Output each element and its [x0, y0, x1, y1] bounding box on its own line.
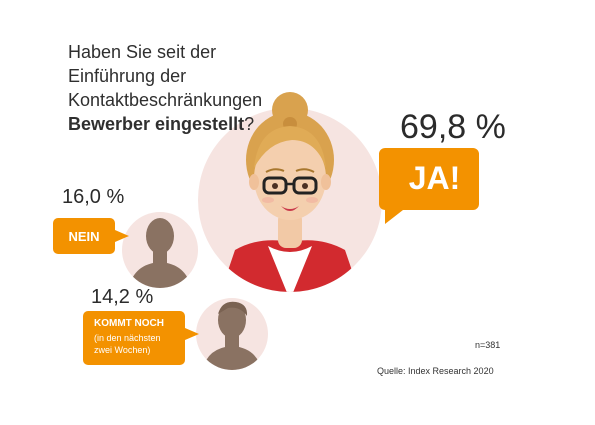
soon-sublabel-line-2: zwei Wochen)	[94, 345, 151, 355]
soon-sublabel-line-1: (in den nächsten	[94, 333, 161, 343]
soon-bubble	[83, 311, 199, 365]
soon-label: KOMMT NOCH	[94, 318, 164, 329]
question-line-4: Bewerber eingestellt?	[68, 112, 328, 136]
question-line-3: Kontaktbeschränkungen	[68, 90, 263, 110]
question-bold-part: Bewerber eingestellt	[68, 114, 245, 134]
no-percentage: 16,0 %	[62, 186, 125, 208]
no-bubble	[53, 218, 129, 254]
question-mark: ?	[244, 114, 255, 134]
no-label: NEIN	[68, 229, 100, 244]
source-note: Quelle: Index Research 2020	[377, 366, 494, 376]
yes-bubble	[379, 148, 479, 224]
yes-percentage: 69,8 %	[400, 108, 506, 146]
question-line-2: Einführung der	[68, 66, 187, 86]
sample-size: n=381	[475, 340, 501, 350]
soon-percentage: 14,2 %	[91, 286, 154, 308]
question-title: Haben Sie seit der Einführung der Kontak…	[68, 40, 328, 136]
yes-label: JA!	[408, 160, 461, 196]
soon-sublabel: (in den nächsten zwei Wochen)	[94, 332, 161, 356]
question-line-1: Haben Sie seit der	[68, 42, 217, 62]
